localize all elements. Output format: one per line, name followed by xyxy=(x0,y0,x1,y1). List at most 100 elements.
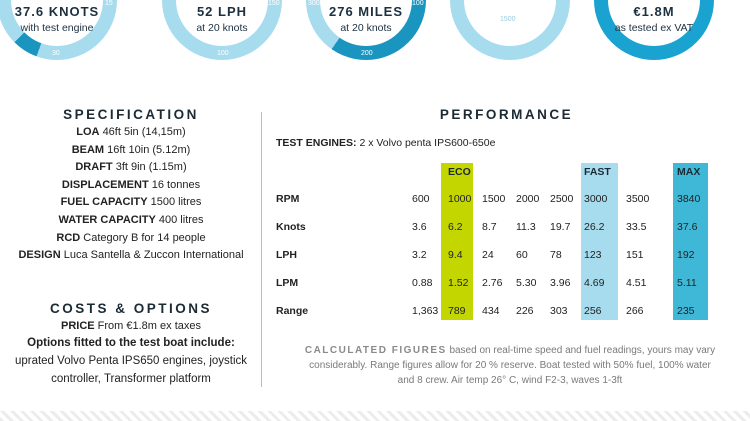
performance-cell: 2.76 xyxy=(482,277,503,289)
options-heading: Options fitted to the test boat include: xyxy=(27,337,235,349)
gauge-tick: 150 xyxy=(268,0,280,7)
spec-value: 16 tonnes xyxy=(151,179,201,191)
performance-cell: 6.2 xyxy=(448,221,463,233)
performance-cell: 1500 xyxy=(482,193,506,205)
test-engines-value: 2 x Volvo penta IPS600-650e xyxy=(359,137,496,149)
performance-cell: 1000 xyxy=(448,193,472,205)
spec-row: WATER CAPACITY 400 litres xyxy=(0,214,262,226)
spec-label: DRAFT xyxy=(75,161,113,173)
performance-row-label: LPM xyxy=(276,277,299,289)
performance-cell: 5.30 xyxy=(516,277,537,289)
spec-label: FUEL CAPACITY xyxy=(60,196,148,208)
performance-row-label: LPH xyxy=(276,249,297,261)
performance-cell: 226 xyxy=(516,305,534,317)
options-text: uprated Volvo Penta IPS650 engines, joys… xyxy=(14,355,248,367)
performance-cell: 37.6 xyxy=(677,221,698,233)
performance-cell: 4.51 xyxy=(626,277,647,289)
gauge-value: 276 MILES xyxy=(328,4,404,19)
performance-cell: 2000 xyxy=(516,193,540,205)
gauge-caption: at 20 knots xyxy=(340,22,392,34)
performance-cell: 33.5 xyxy=(626,221,647,233)
range-gauge: 300 100 200 276 MILES at 20 knots xyxy=(306,0,426,60)
fuel-use-gauge: 150 100 52 LPH at 20 knots xyxy=(162,0,282,60)
performance-cell: 434 xyxy=(482,305,500,317)
performance-cell: 3.6 xyxy=(412,221,427,233)
spec-row: RCD Category B for 14 people xyxy=(0,232,262,244)
column-divider xyxy=(261,112,262,387)
test-engines: TEST ENGINES: 2 x Volvo penta IPS600-650… xyxy=(276,137,495,149)
performance-heading: PERFORMANCE xyxy=(439,107,574,122)
gauge-caption: at 20 knots xyxy=(196,22,248,34)
gauge-tick: 30 xyxy=(52,50,60,57)
spec-value: 1500 litres xyxy=(150,196,202,208)
performance-cell: 0.88 xyxy=(412,277,433,289)
price-value: From €1.8m ex taxes xyxy=(97,320,201,332)
performance-cell: 235 xyxy=(677,305,695,317)
performance-cell: 60 xyxy=(516,249,528,261)
performance-cell: 5.11 xyxy=(677,277,697,289)
performance-cell: 2500 xyxy=(550,193,574,205)
gauge-value: 52 LPH xyxy=(196,4,248,19)
performance-cell: 789 xyxy=(448,305,466,317)
gauge-caption: as tested ex VAT xyxy=(614,22,694,34)
spec-label: LOA xyxy=(76,126,100,138)
max-highlight xyxy=(673,163,708,320)
spec-label: RCD xyxy=(56,232,81,244)
spec-value: 3ft 9in (1.15m) xyxy=(115,161,187,173)
spec-row: DRAFT 3ft 9in (1.15m) xyxy=(0,161,262,173)
options-text: controller, Transformer platform xyxy=(51,373,211,385)
performance-cell: 1,363 xyxy=(412,305,439,317)
performance-cell: 11.3 xyxy=(516,221,536,233)
spec-value: 46ft 5in (14,15m) xyxy=(102,126,186,138)
gauge-value: 37.6 KNOTS xyxy=(14,4,100,19)
gauge-tick: 100 xyxy=(412,0,424,7)
spec-row: BEAM 16ft 10in (5.12m) xyxy=(0,144,262,156)
performance-row-label: Range xyxy=(276,305,309,317)
footnote-title: CALCULATED FIGURES xyxy=(304,345,447,356)
test-engines-label: TEST ENGINES: xyxy=(276,137,357,149)
price-label: PRICE xyxy=(60,320,95,332)
spec-label: BEAM xyxy=(71,144,105,156)
gauge-tick: 15 xyxy=(105,0,113,7)
performance-cell: 4.69 xyxy=(584,277,605,289)
spec-label: DESIGN xyxy=(18,249,61,261)
performance-cell: 266 xyxy=(626,305,644,317)
performance-cell: 151 xyxy=(626,249,644,261)
performance-cell: 303 xyxy=(550,305,568,317)
speed-gauge: 15 30 37.6 KNOTS with test engine xyxy=(0,0,117,60)
fast-highlight xyxy=(581,163,618,320)
performance-cell: 3.96 xyxy=(550,277,571,289)
spec-label: DISPLACEMENT xyxy=(61,179,149,191)
performance-cell: 9.4 xyxy=(448,249,463,261)
price-gauge: €1.8M as tested ex VAT xyxy=(594,0,714,60)
footnote-text: considerably. Range figures allow for 20… xyxy=(309,360,711,371)
spec-row: FUEL CAPACITY 1500 litres xyxy=(0,196,262,208)
performance-cell: 256 xyxy=(584,305,602,317)
performance-cell: 3500 xyxy=(626,193,650,205)
spec-row: DESIGN Luca Santella & Zuccon Internatio… xyxy=(0,249,262,261)
performance-cell: 26.2 xyxy=(584,221,605,233)
footnote-text: and 8 crew. Air temp 26° C, wind F2-3, w… xyxy=(397,375,623,386)
spec-value: Category B for 14 people xyxy=(83,232,206,244)
performance-cell: 1.52 xyxy=(448,277,469,289)
spec-label: WATER CAPACITY xyxy=(58,214,156,226)
spec-row: DISPLACEMENT 16 tonnes xyxy=(0,179,262,191)
specification-heading: SPECIFICATION xyxy=(63,107,199,122)
eco-highlight xyxy=(441,163,473,320)
max-header: MAX xyxy=(677,166,701,178)
price-line: PRICE From €1.8m ex taxes xyxy=(0,320,262,332)
performance-cell: 8.7 xyxy=(482,221,497,233)
bottom-pattern-strip xyxy=(0,411,750,421)
costs-heading: COSTS & OPTIONS xyxy=(49,301,212,316)
performance-cell: 123 xyxy=(584,249,602,261)
spec-value: 16ft 10in (5.12m) xyxy=(107,144,191,156)
performance-cell: 192 xyxy=(677,249,695,261)
spec-value: 400 litres xyxy=(158,214,204,226)
spec-value: Luca Santella & Zuccon International xyxy=(63,249,244,261)
gauge-tick: 300 xyxy=(308,0,320,7)
gauge-tick: 200 xyxy=(361,50,373,57)
fast-header: FAST xyxy=(584,166,611,178)
performance-cell: 24 xyxy=(482,249,494,261)
rpm-gauge: 1500 xyxy=(450,0,570,60)
gauge-value: €1.8M xyxy=(633,4,675,19)
